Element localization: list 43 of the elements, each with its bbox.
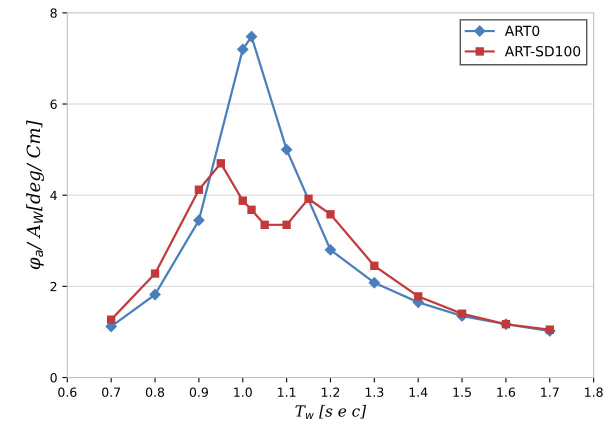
point [246,30,258,42]
x-tick-label: 0.9 [190,387,208,397]
x-tick-label: 1.0 [234,387,252,397]
point [458,310,466,318]
x-tick-label: 1.6 [497,387,516,397]
point [370,262,379,270]
point [237,44,248,55]
y-tick-label: 8 [50,8,57,18]
x-tick-label: 1.2 [322,387,340,397]
point [150,269,160,278]
x-tick-label: 0.8 [146,387,164,397]
x-tick-label: 1.7 [541,388,559,397]
legend-label: ART0 [504,26,540,36]
point [368,277,380,288]
point [260,220,269,229]
legend-label: ART-SD100 [504,46,580,57]
point [216,159,225,168]
x-tick-label: 1.8 [585,387,603,397]
point [193,214,205,226]
point [326,210,335,219]
x-axis-title: T$_{w}$ [s e c] [295,404,366,420]
point [282,220,291,229]
y-tick-label: 0 [50,372,57,382]
point [546,325,554,334]
point [149,288,161,300]
x-tick-label: 1.5 [453,388,471,397]
point [324,244,336,256]
point [247,206,256,214]
point [194,186,204,194]
y-axis-title: φ$_{a}$/ A$_{W}$[deg/ Cm] [26,120,44,270]
y-tick-label: 2 [50,282,56,292]
x-tick-label: 1.1 [278,388,296,397]
x-tick-label: 0.7 [102,387,120,397]
x-tick-label: 0.6 [58,387,76,397]
y-tick-label: 4 [50,190,57,200]
point [281,144,292,156]
point [304,194,313,204]
point [414,292,422,301]
x-tick-label: 1.3 [366,387,384,397]
point [107,315,116,324]
y-tick-label: 6 [50,100,57,109]
point [238,196,247,205]
x-tick-label: 1.4 [410,388,428,397]
